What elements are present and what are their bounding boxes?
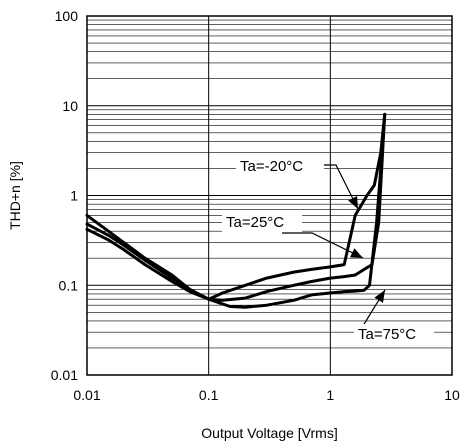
series-line bbox=[85, 112, 387, 301]
chart-series bbox=[85, 112, 387, 309]
annotation-arrowhead bbox=[374, 290, 385, 303]
y-axis-label: THD+n [%] bbox=[7, 161, 23, 230]
x-tick-label: 0.1 bbox=[199, 387, 219, 403]
annotation-label: Ta=-20°C bbox=[240, 158, 303, 175]
x-tick-label: 10 bbox=[444, 387, 460, 403]
chart-ticks: 0.01 0.1 1 10 0.01 0.1 1 10 100 bbox=[51, 8, 460, 403]
y-tick-label: 1 bbox=[70, 188, 78, 204]
annotation-arrowhead bbox=[350, 248, 363, 258]
annotation-leader bbox=[282, 232, 364, 259]
x-tick-label: 0.01 bbox=[73, 387, 100, 403]
annotation-label: Ta=75°C bbox=[358, 326, 416, 343]
annotation-label: Ta=25°C bbox=[226, 214, 284, 231]
x-axis-label: Output Voltage [Vrms] bbox=[201, 425, 337, 441]
x-tick-label: 1 bbox=[326, 387, 334, 403]
chart-grid bbox=[86, 16, 453, 376]
annotation-box bbox=[354, 324, 434, 344]
annotation-box bbox=[222, 212, 302, 232]
y-tick-label: 0.1 bbox=[59, 277, 79, 293]
series-line bbox=[85, 112, 387, 302]
y-tick-label: 100 bbox=[55, 8, 79, 24]
plot-frame bbox=[86, 15, 453, 376]
series-line bbox=[85, 112, 387, 309]
y-tick-label: 0.01 bbox=[51, 367, 78, 383]
chart-annotations: Ta=-20°C Ta=25°C Ta=75°C bbox=[222, 156, 434, 344]
annotation-arrowhead bbox=[348, 196, 358, 209]
annotation-box bbox=[236, 156, 324, 176]
y-tick-label: 10 bbox=[62, 98, 78, 114]
